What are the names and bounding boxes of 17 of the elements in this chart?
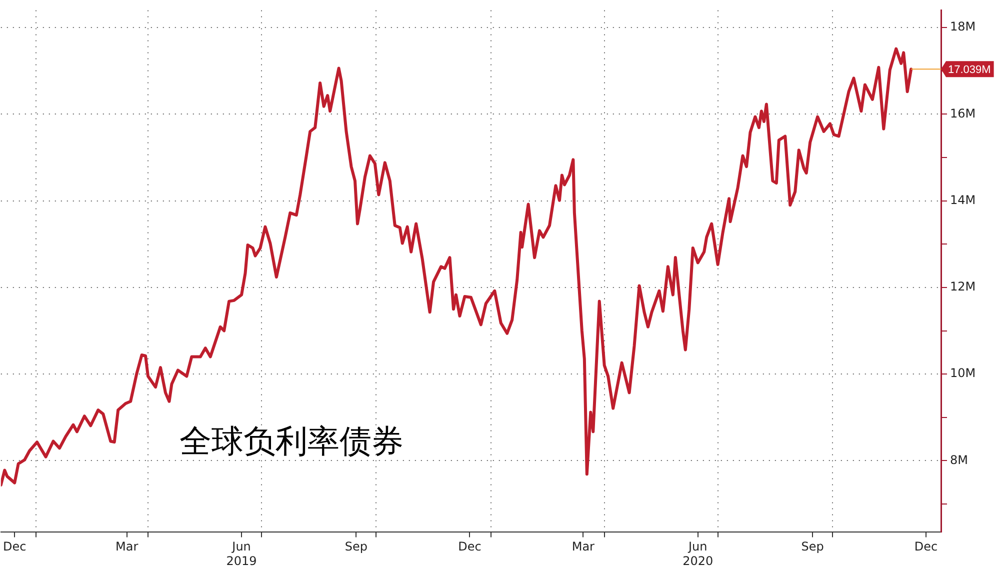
x-tick-label: Mar: [572, 540, 595, 554]
y-tick-label: 16M: [950, 106, 976, 120]
annotation: 17.039M: [948, 64, 991, 76]
x-tick-label: Sep: [344, 540, 368, 554]
y-tick-label: 10M: [950, 366, 976, 380]
x-tick-label: Sep: [801, 540, 824, 554]
y-tick-label: 14M: [950, 192, 976, 207]
x-tick-label: Dec: [914, 540, 938, 554]
y-tick-label: 12M: [950, 280, 976, 294]
annotation: 全球负利率债券: [180, 422, 404, 459]
x-tick-label: Jun 2020: [682, 540, 714, 568]
x-tick-label: Dec: [2, 540, 26, 554]
x-tick-label: Dec: [458, 540, 482, 554]
y-tick-label: 18M: [950, 20, 976, 34]
x-tick-label: Mar: [116, 540, 138, 554]
y-tick-label: 8M: [950, 452, 968, 467]
x-tick-label: Jun 2019: [226, 540, 257, 568]
